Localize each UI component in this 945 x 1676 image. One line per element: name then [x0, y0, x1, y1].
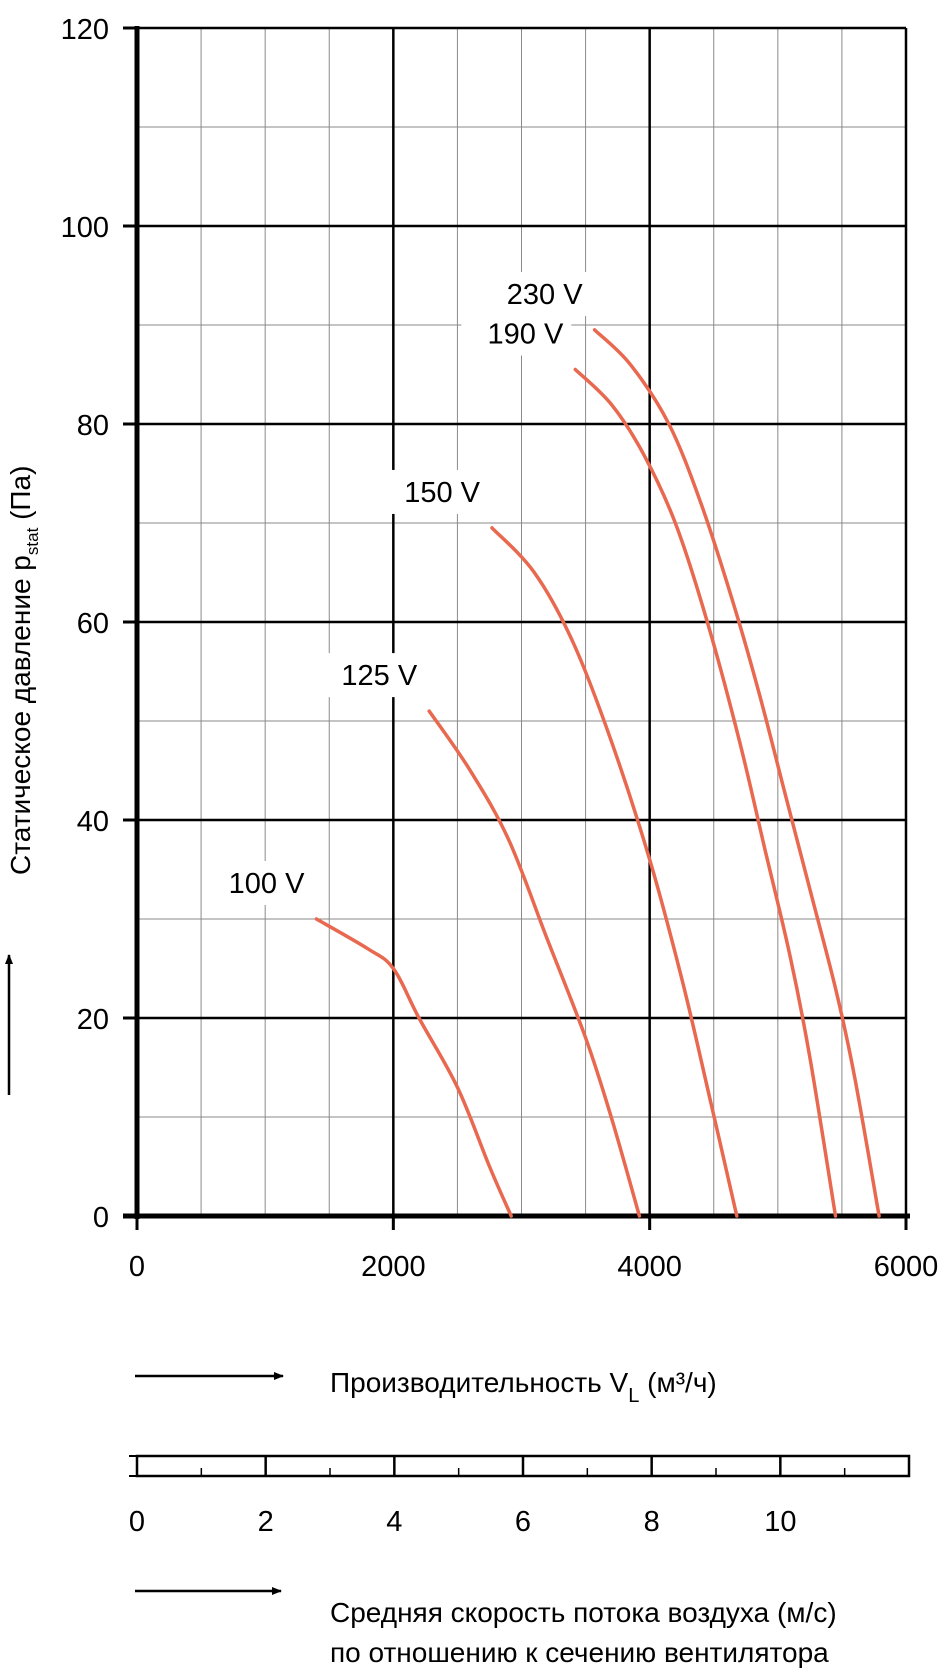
- curve-190v: [573, 367, 838, 1218]
- velocity-tick-label: 4: [386, 1506, 402, 1538]
- y-tick-label: 40: [77, 806, 109, 838]
- y-tick-label: 60: [77, 608, 109, 640]
- velocity-tick-label: 6: [515, 1506, 531, 1538]
- curve-label-background: [480, 271, 591, 316]
- velocity-tick-label: 2: [258, 1506, 274, 1538]
- fan-curves: [314, 328, 881, 1218]
- curve-labels: 100 V 125 V 150 V 190 V 230 V: [202, 271, 591, 905]
- y-axis-ticks: 0 20 40 60 80 100 120: [61, 14, 137, 1234]
- curve-125v: [427, 709, 642, 1218]
- curve-230v: [592, 328, 881, 1218]
- y-axis-title: Статическое давление pstat (Па): [5, 466, 42, 875]
- velocity-axis-title-line2: по отношению к сечению вентилятора: [330, 1637, 829, 1668]
- y-tick-label: 100: [61, 212, 109, 244]
- curve-label: 125 V: [341, 660, 417, 692]
- velocity-axis-title-line1: Средняя скорость потока воздуха (м/с): [330, 1597, 837, 1628]
- curve-label: 190 V: [488, 319, 564, 351]
- y-tick-label: 20: [77, 1004, 109, 1036]
- curve-label-background: [378, 469, 489, 514]
- x-axis-title: Производительность VL (м³/ч): [330, 1367, 717, 1407]
- curve-label-background: [315, 653, 426, 698]
- y-tick-label: 0: [93, 1202, 109, 1234]
- velocity-tick-label: 10: [764, 1506, 796, 1538]
- major-gridlines: [137, 26, 908, 1216]
- x-tick-label: 4000: [617, 1251, 682, 1283]
- x-axis-title-text: Производительность V: [330, 1367, 629, 1398]
- velocity-tick-label: 0: [129, 1506, 145, 1538]
- curve-label: 150 V: [404, 477, 480, 509]
- curve-label-background: [461, 311, 572, 356]
- x-tick-label: 6000: [874, 1251, 939, 1283]
- curve-label: 100 V: [229, 868, 305, 900]
- x-axis-ticks: 0 2000 4000 6000: [129, 1216, 938, 1283]
- curve-150v: [490, 526, 739, 1218]
- x-axis-title-unit: (м³/ч): [639, 1367, 716, 1398]
- y-tick-label: 80: [77, 410, 109, 442]
- velocity-tick-label: 8: [644, 1506, 660, 1538]
- y-axis-title-text: Статическое давление p: [5, 555, 36, 875]
- y-tick-label: 120: [61, 14, 109, 46]
- x-axis-title-sub: L: [628, 1385, 639, 1407]
- velocity-scale: 0 2 4 6 8 10: [129, 1454, 911, 1538]
- y-axis-title-unit: (Па): [5, 466, 36, 528]
- x-tick-label: 2000: [361, 1251, 426, 1283]
- x-tick-label: 0: [129, 1251, 145, 1283]
- y-axis-title-sub: stat: [23, 527, 42, 555]
- curve-label-background: [202, 861, 313, 905]
- curve-label: 230 V: [507, 279, 583, 311]
- curve-100v: [314, 917, 513, 1218]
